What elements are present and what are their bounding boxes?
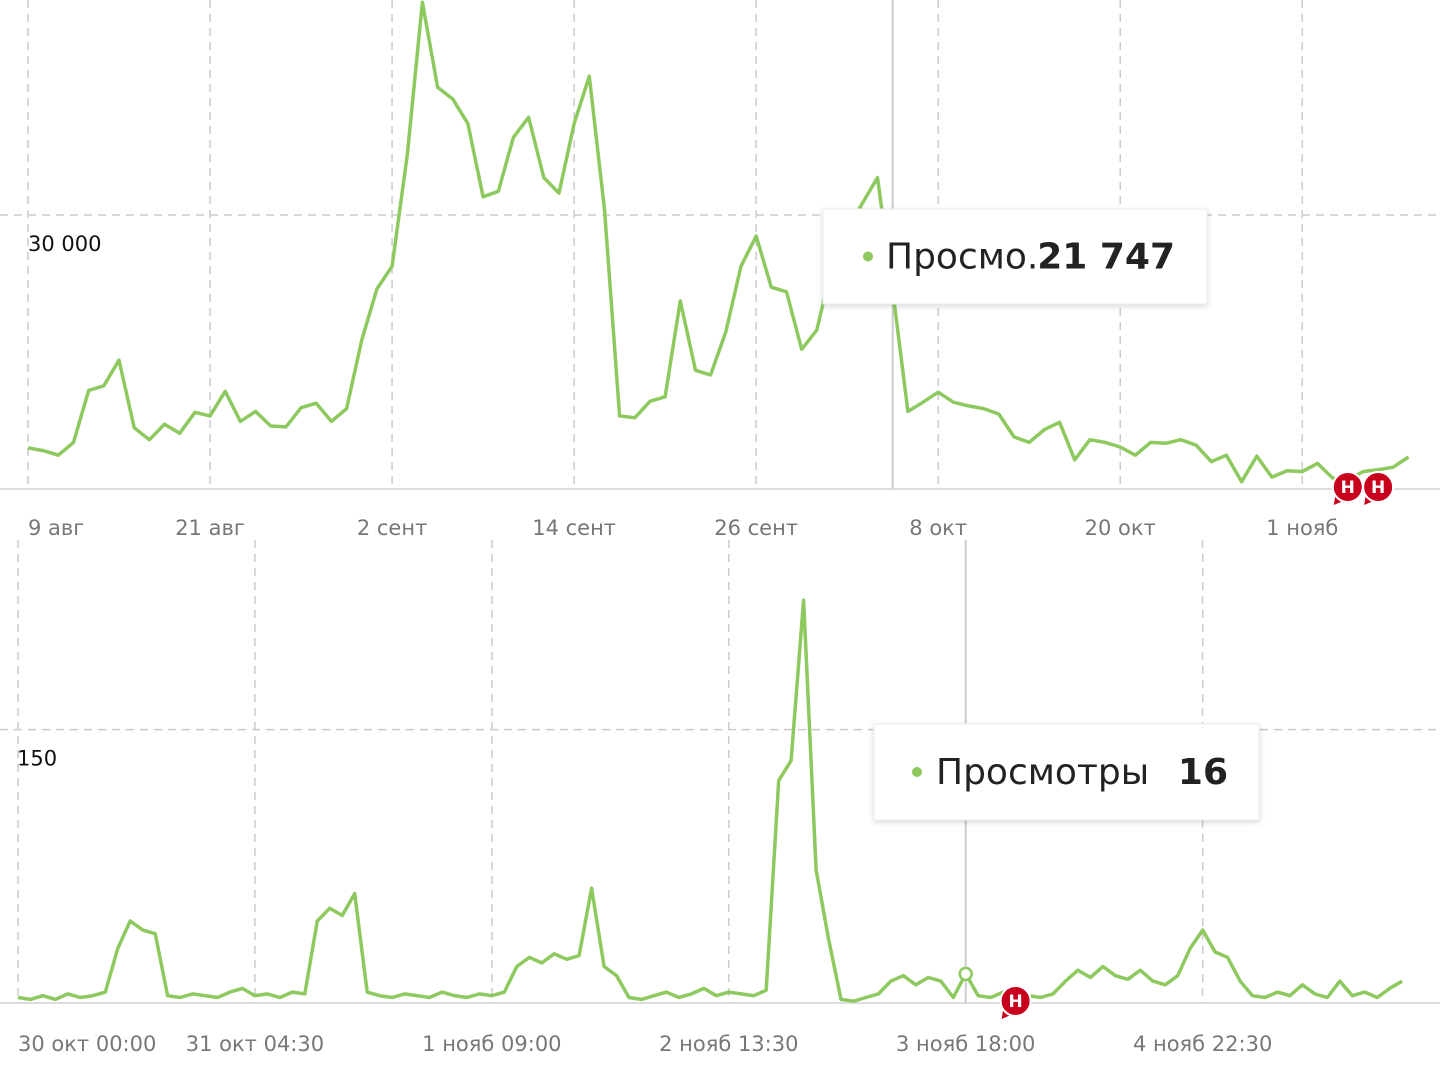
x-tick-label: 1 нояб 09:00 [422,1032,561,1056]
x-tick-label: 20 окт [1085,516,1156,540]
x-tick-label: 3 нояб 18:00 [896,1032,1035,1056]
hover-point [958,966,973,982]
x-tick-label: 8 окт [909,516,967,540]
tooltip [873,723,1260,821]
x-tick-label: 30 окт 00:00 [18,1032,156,1056]
tooltip-name: Просмотры [936,752,1149,793]
legend-dot [863,251,873,262]
series-line [17,598,1404,1003]
x-tick-label: 14 сент [532,516,616,540]
tooltip-value: 16 [1178,752,1228,793]
annotation-label: Н [1341,478,1355,498]
tooltip [822,208,1208,305]
annotation [1362,471,1395,503]
x-tick-label: 2 сент [357,516,427,540]
annotation-label: Н [1371,478,1385,498]
x-tick-label: 26 сент [714,516,798,540]
x-tick-label: 31 окт 04:30 [186,1032,324,1056]
tooltip-name: Просмо... [886,237,1061,278]
annotation [999,985,1032,1017]
x-tick-label: 9 авг [28,516,84,540]
series-line [27,0,1410,484]
tooltip-value: 21 747 [1037,237,1175,278]
x-tick-label: 1 нояб [1266,516,1338,540]
annotation-label: Н [1008,992,1022,1012]
y-tick-label: 150 [17,747,57,771]
x-tick-label: 2 нояб 13:30 [659,1032,798,1056]
legend-dot [912,767,922,777]
x-tick-label: 4 нояб 22:30 [1133,1032,1272,1056]
x-tick-label: 21 авг [175,516,245,540]
y-tick-label: 30 000 [28,232,101,256]
